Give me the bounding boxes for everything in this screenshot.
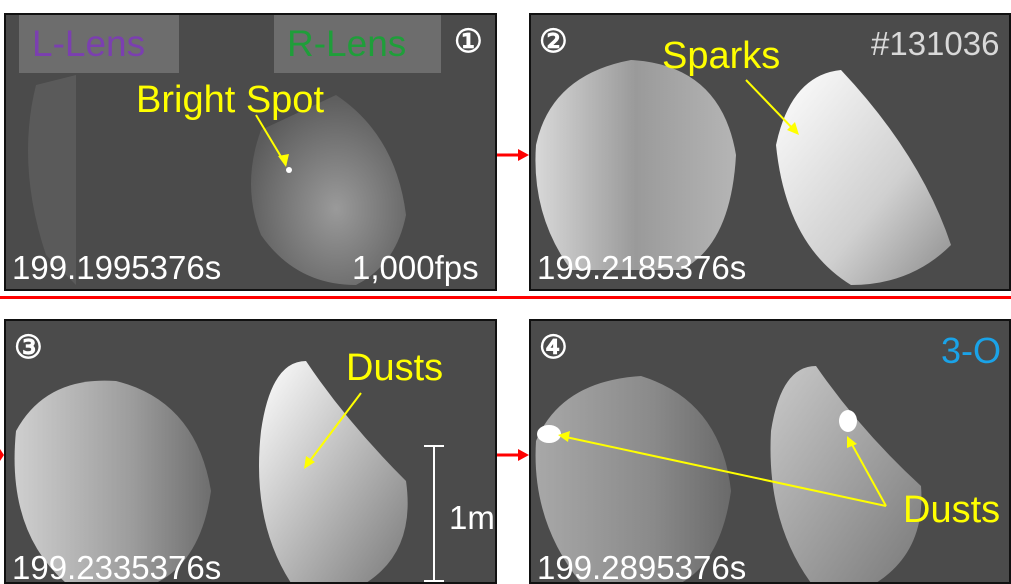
arrow-3-to-4 <box>497 449 529 461</box>
frame-2: ② #131036 Sparks 199.2185376s <box>529 13 1011 291</box>
frame-4-number: ④ <box>539 329 568 365</box>
r-lens-label: R-Lens <box>287 23 407 64</box>
dusts-arrows-frame-4 <box>558 431 887 507</box>
frame-4-image <box>535 366 922 582</box>
frame-1-time: 199.1995376s <box>12 249 222 286</box>
config-label: 3-O <box>941 330 1002 371</box>
frame-1-image <box>28 75 406 285</box>
arrow-1-to-2 <box>497 149 529 161</box>
dusts-label-frame-4: Dusts <box>903 489 1001 531</box>
frame-3-image <box>14 361 408 582</box>
scale-label: 1m <box>449 499 495 536</box>
frame-1-number: ① <box>454 23 483 59</box>
l-lens-label: L-Lens <box>32 23 146 64</box>
sparks-label: Sparks <box>662 35 781 77</box>
frame-4: ④ 3-O Dusts 199.2895376s <box>529 319 1011 584</box>
bright-spot-label: Bright Spot <box>136 79 324 121</box>
dusts-label-frame-3: Dusts <box>346 347 444 389</box>
frame-3-number: ③ <box>14 329 43 365</box>
red-divider-line <box>0 296 1011 299</box>
l-lens-box <box>19 15 179 73</box>
frame-rate: 1,000fps <box>352 249 479 286</box>
arrow-2-to-3 <box>0 449 4 461</box>
frame-4-time: 199.2895376s <box>537 549 747 584</box>
frame-3-time: 199.2335376s <box>12 549 222 584</box>
frame-2-number: ② <box>539 23 568 59</box>
r-lens-box <box>274 15 441 73</box>
bright-spot-arrow <box>255 114 289 167</box>
frame-3: ③ Dusts 1m 199.2335376s <box>4 319 497 584</box>
frame-2-image <box>535 60 951 285</box>
sparks-arrow <box>745 79 799 135</box>
shot-id: #131036 <box>871 25 1000 62</box>
scale-bar <box>424 445 444 582</box>
dusts-arrow-frame-3 <box>304 392 362 469</box>
frame-2-time: 199.2185376s <box>537 249 747 286</box>
frame-1: L-Lens R-Lens ① Bright Spot 199.1995376s… <box>4 13 497 291</box>
